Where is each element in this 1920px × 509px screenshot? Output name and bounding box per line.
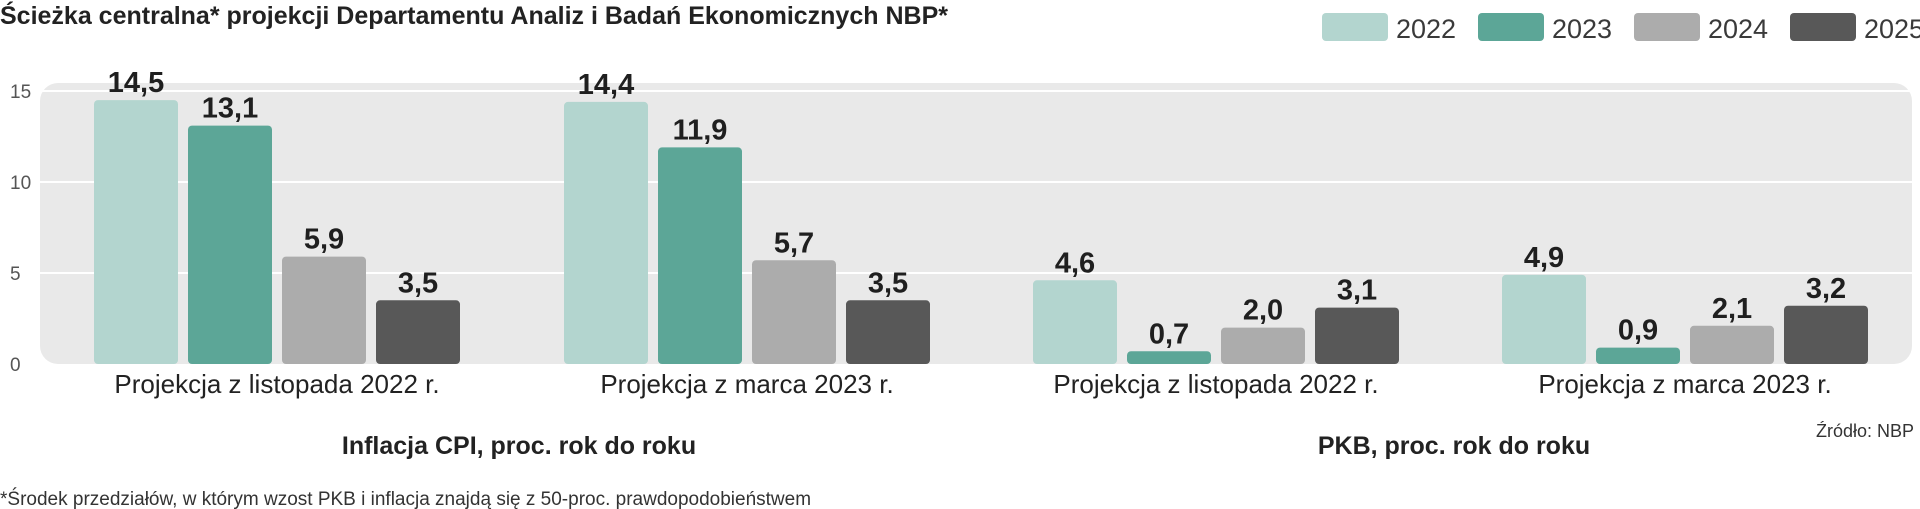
data-label: 3,5 [868, 267, 908, 299]
data-label: 2,1 [1712, 293, 1752, 325]
bar-2025 [1784, 305, 1868, 364]
bar-2022 [94, 100, 178, 364]
data-label: 14,4 [578, 69, 634, 101]
bar-2022 [1033, 280, 1117, 364]
data-label: 11,9 [673, 114, 728, 146]
y-tick-label: 0 [10, 355, 21, 376]
footnote: *Środek przedziałów, w którym wzost PKB … [0, 488, 811, 509]
data-label: 3,2 [1806, 273, 1846, 305]
data-label: 3,5 [398, 267, 438, 299]
bar-2024 [1690, 325, 1774, 364]
legend-swatch-2023 [1478, 13, 1544, 41]
group-label: Projekcja z listopada 2022 r. [114, 369, 439, 399]
group-label: Projekcja z marca 2023 r. [600, 369, 893, 399]
legend-label-2024: 2024 [1708, 14, 1768, 44]
group-label: Projekcja z marca 2023 r. [1538, 369, 1831, 399]
y-tick-label: 15 [10, 82, 31, 103]
bar-2025 [846, 300, 930, 364]
bar-2023 [1596, 347, 1680, 364]
data-label: 4,9 [1524, 242, 1564, 274]
bar-2024 [1221, 327, 1305, 364]
bar-2023 [1127, 351, 1211, 364]
data-label: 14,5 [108, 67, 164, 99]
data-label: 3,1 [1337, 275, 1377, 307]
data-label: 4,6 [1055, 247, 1095, 279]
bar-2022 [1502, 274, 1586, 364]
data-label: 0,9 [1618, 315, 1658, 347]
section-label: PKB, proc. rok do roku [1318, 432, 1590, 460]
bar-2024 [752, 260, 836, 364]
legend-swatch-2022 [1322, 13, 1388, 41]
legend-label-2025: 2025 [1864, 14, 1920, 44]
bar-2025 [376, 300, 460, 364]
plot-background [40, 83, 1912, 364]
data-label: 2,0 [1243, 295, 1283, 327]
section-label: Inflacja CPI, proc. rok do roku [342, 432, 696, 460]
data-label: 13,1 [202, 93, 258, 125]
bar-2023 [658, 147, 742, 364]
legend-swatch-2024 [1634, 13, 1700, 41]
chart-title: Ścieżka centralna* projekcji Departament… [0, 0, 948, 30]
bar-2023 [188, 125, 272, 364]
data-label: 5,7 [774, 227, 814, 259]
bar-2024 [282, 256, 366, 364]
legend-swatch-2025 [1790, 13, 1856, 41]
legend-label-2023: 2023 [1552, 14, 1612, 44]
source-note: Źródło: NBP [1816, 421, 1914, 441]
y-tick-label: 5 [10, 264, 21, 285]
data-label: 5,9 [304, 224, 344, 256]
bar-2022 [564, 101, 648, 365]
y-tick-label: 10 [10, 173, 31, 194]
group-label: Projekcja z listopada 2022 r. [1053, 369, 1378, 399]
data-label: 0,7 [1149, 318, 1189, 350]
legend-label-2022: 2022 [1396, 14, 1456, 44]
bar-2025 [1315, 307, 1399, 364]
